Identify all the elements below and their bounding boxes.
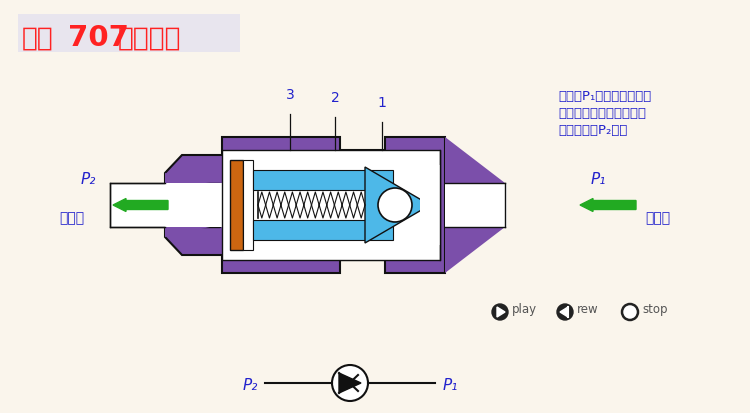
Text: rew: rew	[577, 303, 598, 316]
Text: 流体从P₁流入时，克服弹: 流体从P₁流入时，克服弹	[558, 90, 651, 103]
Text: play: play	[512, 303, 537, 316]
Text: 化工: 化工	[22, 26, 54, 52]
Circle shape	[492, 304, 508, 320]
Circle shape	[622, 304, 638, 320]
Text: 出油口: 出油口	[59, 211, 85, 225]
Text: 通，流体从P₂流出: 通，流体从P₂流出	[558, 124, 627, 137]
Bar	[243, 160, 253, 250]
Text: 进油口: 进油口	[645, 211, 670, 225]
Text: P₁: P₁	[442, 378, 458, 394]
Bar	[222, 150, 440, 260]
Polygon shape	[497, 307, 505, 317]
Bar	[420, 165, 440, 245]
FancyArrow shape	[113, 199, 168, 211]
Polygon shape	[445, 137, 505, 273]
Polygon shape	[339, 373, 361, 393]
Bar	[253, 170, 393, 190]
FancyBboxPatch shape	[18, 14, 240, 52]
Text: 剪辑制作: 剪辑制作	[118, 26, 182, 52]
Text: 3: 3	[286, 88, 294, 102]
Text: 2: 2	[331, 91, 339, 105]
Circle shape	[557, 304, 573, 320]
FancyArrow shape	[580, 199, 636, 211]
Text: P₁: P₁	[590, 172, 606, 187]
Bar	[445, 183, 507, 227]
Bar	[165, 183, 222, 227]
Text: P₂: P₂	[242, 378, 258, 394]
Polygon shape	[165, 137, 445, 273]
Bar	[230, 160, 243, 250]
Polygon shape	[445, 173, 505, 237]
Text: 707: 707	[68, 24, 129, 52]
Polygon shape	[365, 167, 430, 243]
Text: stop: stop	[642, 303, 668, 316]
Polygon shape	[165, 173, 222, 237]
Circle shape	[332, 365, 368, 401]
Bar	[253, 220, 393, 240]
Circle shape	[378, 188, 412, 222]
Text: 簧力推动阀芯，使通道接: 簧力推动阀芯，使通道接	[558, 107, 646, 120]
Text: P₂: P₂	[80, 172, 96, 187]
Text: 1: 1	[377, 96, 386, 110]
Bar	[110, 183, 220, 227]
Polygon shape	[560, 307, 568, 317]
